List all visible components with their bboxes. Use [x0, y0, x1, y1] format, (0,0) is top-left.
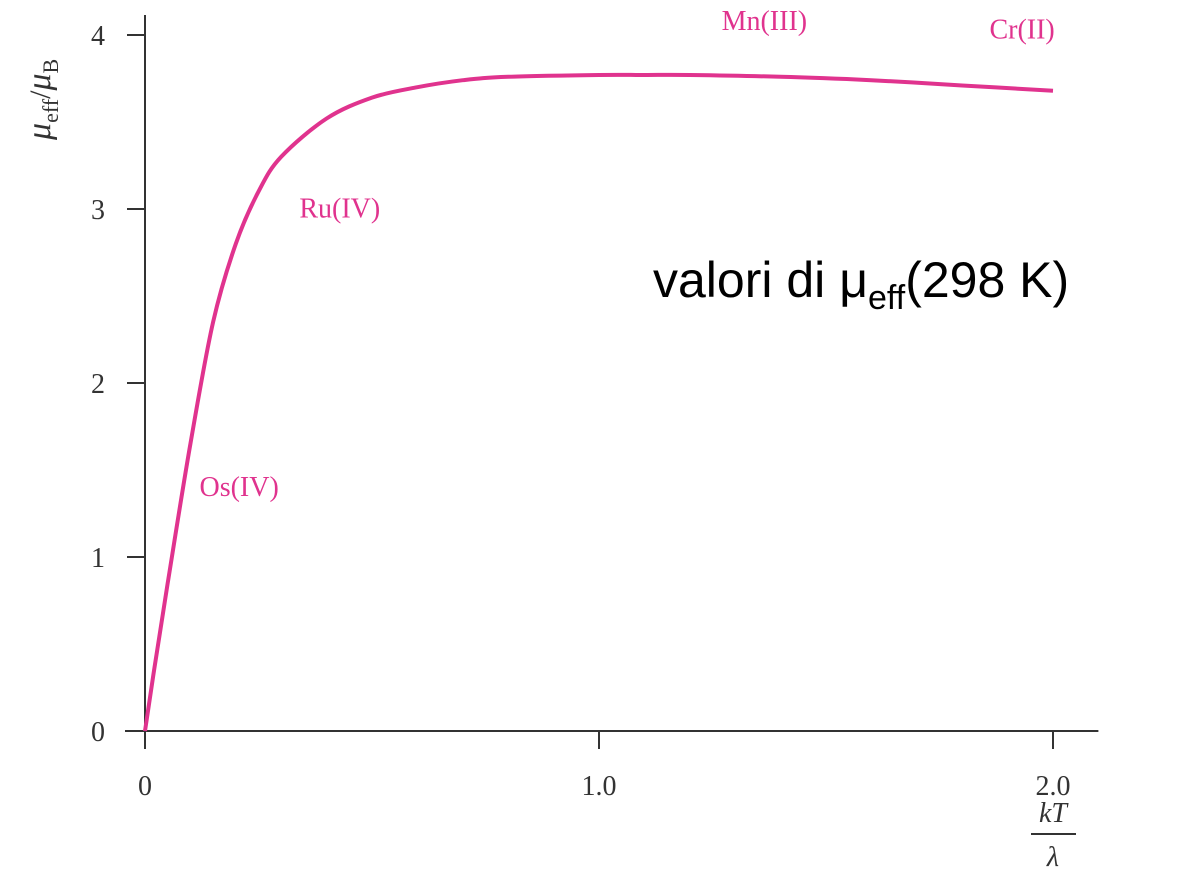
annotation-sub: eff — [868, 279, 906, 317]
y-ticks: 0 1 2 3 4 — [91, 21, 145, 748]
x-axis-title: kT λ — [1031, 798, 1076, 873]
annotation-mu: μ — [839, 252, 868, 308]
point-label: Cr(II) — [989, 14, 1054, 45]
y-label-eff: eff — [38, 98, 63, 123]
y-tick-label: 2 — [91, 369, 105, 400]
y-label-b: B — [38, 59, 63, 74]
x-tick-label: 1.0 — [582, 771, 617, 802]
x-label-numerator: kT — [1039, 798, 1069, 829]
point-label: Ru(IV) — [299, 194, 380, 225]
y-tick-label: 3 — [91, 195, 105, 226]
y-label-mu: μ — [21, 123, 58, 141]
y-tick-label: 0 — [91, 717, 105, 748]
x-tick-label: 0 — [138, 771, 152, 802]
x-tick-label: 2.0 — [1036, 771, 1071, 802]
point-label: Mn(III) — [722, 6, 808, 37]
point-label: Os(IV) — [199, 472, 278, 503]
annotation-prefix: valori di — [653, 252, 839, 308]
point-labels: Os(IV) Ru(IV) Mn(III) Cr(II) — [199, 6, 1054, 503]
y-label-slash: / — [24, 90, 57, 99]
x-label-denominator: λ — [1046, 842, 1059, 873]
y-tick-label: 1 — [91, 543, 105, 574]
y-axis-title: μeff/μB — [21, 59, 63, 141]
series-line — [143, 72, 1054, 732]
y-tick-label: 4 — [91, 21, 105, 52]
x-ticks: 0 1.0 2.0 — [138, 731, 1071, 802]
y-label-mu2: μ — [21, 73, 58, 91]
annotation-suffix: (298 K) — [905, 252, 1069, 308]
annotation-text: valori di μeff(298 K) — [653, 252, 1069, 317]
